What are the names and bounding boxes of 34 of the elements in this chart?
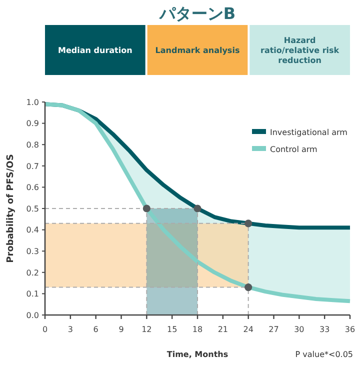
y-tick-label: 0.2 xyxy=(26,268,39,278)
x-tick-label: 33 xyxy=(319,325,330,334)
text: P value*<0.05 xyxy=(295,350,353,359)
x-tick-label: 15 xyxy=(166,325,178,334)
y-axis-title: Probability of PFS/OS xyxy=(6,154,16,263)
x-axis-title: Time, Months xyxy=(166,350,228,359)
x-tick-label: 30 xyxy=(294,325,304,334)
point xyxy=(244,220,252,228)
y-tick-label: 0.5 xyxy=(26,204,39,214)
y-tick-label: 0.4 xyxy=(26,226,39,235)
legend-label: Control arm xyxy=(270,145,318,154)
legend-label: Investigational arm xyxy=(270,128,348,137)
x-tick-label: 36 xyxy=(344,325,356,334)
x-tick-label: 9 xyxy=(118,325,124,334)
y-tick-label: 0.9 xyxy=(26,119,39,128)
y-tick-label: 0.8 xyxy=(26,140,39,150)
x-tick-label: 12 xyxy=(142,325,152,334)
point xyxy=(244,284,252,292)
y-tick-label: 0.7 xyxy=(26,162,39,171)
x-tick-label: 6 xyxy=(93,325,98,334)
y-tick-label: 0.6 xyxy=(26,183,39,192)
y-tick-label: 1.0 xyxy=(26,98,39,107)
x-tick-label: 24 xyxy=(243,325,254,334)
y-tick-label: 0.3 xyxy=(26,247,39,256)
y-tick-label: 0.0 xyxy=(26,310,39,320)
y-tick-label: 0.1 xyxy=(26,290,39,299)
point xyxy=(194,204,202,212)
x-tick-label: 18 xyxy=(192,325,203,334)
x-tick-label: 27 xyxy=(268,325,279,334)
chart-title: パターンB xyxy=(158,4,236,23)
point xyxy=(142,204,150,212)
x-tick-label: 0 xyxy=(42,325,48,334)
x-tick-label: 21 xyxy=(218,325,228,334)
x-tick-label: 3 xyxy=(68,325,73,334)
